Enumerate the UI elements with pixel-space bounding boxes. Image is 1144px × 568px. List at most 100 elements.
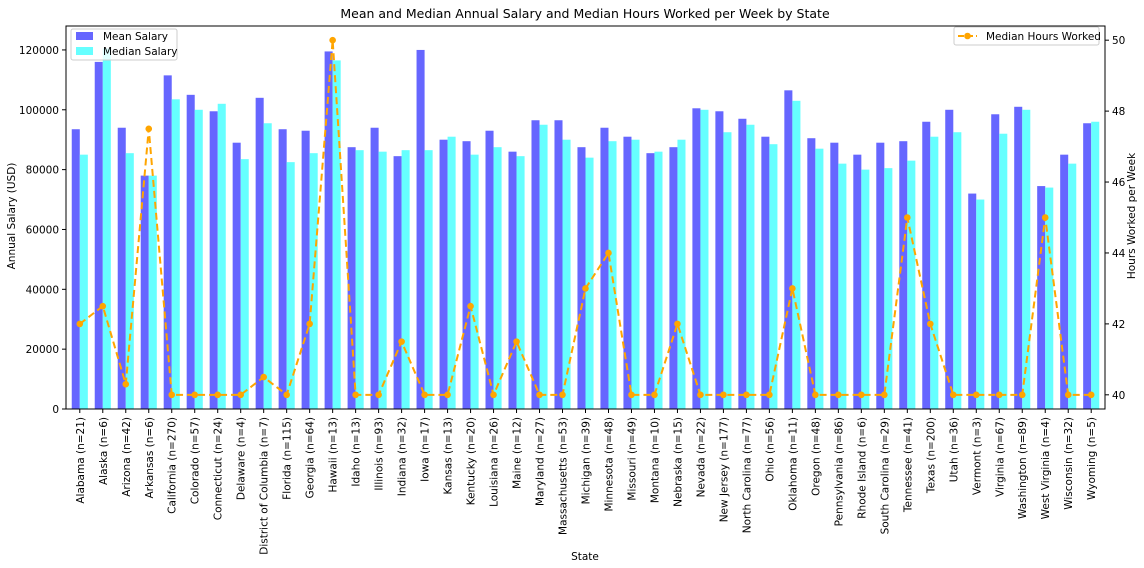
median-hours-point [743,391,750,399]
legend-right-box [953,26,1100,46]
x-tick-label: Oregon (n=48) [810,417,822,496]
legend-hours-label: Median Hours Worked [986,31,1101,43]
x-tick-label: Wisconsin (n=32) [1063,417,1075,510]
median-salary-bar [884,168,893,409]
median-salary-bar [654,151,663,409]
median-salary-bar [930,136,939,409]
mean-salary-bar [784,90,793,409]
median-salary-bar [792,100,801,409]
x-tick-label: Montana (n=10) [649,417,661,503]
x-tick-label: Michigan (n=39) [581,417,593,504]
x-tick-label: Nebraska (n=15) [672,417,684,507]
median-salary-bar [401,150,410,409]
median-salary-bar [286,162,295,409]
median-salary-bar [148,175,157,409]
median-hours-point [513,338,520,345]
median-hours-point [306,320,313,328]
median-hours-point [904,214,911,221]
x-tick-label: Georgia (n=64) [305,417,317,499]
median-hours-point [651,391,658,399]
median-hours-point [398,338,405,345]
median-salary-bar [1022,109,1031,409]
median-salary-bar [470,154,479,409]
mean-salary-bar [347,147,356,409]
median-hours-point [1018,391,1026,399]
median-hours-point [444,391,451,399]
mean-salary-bar [922,121,931,409]
median-salary-bar [355,150,364,409]
x-tick-label: Texas (n=200) [925,417,937,494]
y-tick-label: 40000 [26,284,59,296]
mean-salary-bar [462,141,471,409]
median-salary-bar [746,124,755,409]
median-hours-point [858,391,865,399]
median-salary-bar [102,48,111,409]
mean-salary-bar [416,49,425,409]
x-tick-label: Nevada (n=22) [695,417,707,497]
median-hours-point [582,285,589,292]
x-tick-label: Maine (n=12) [512,417,524,489]
median-salary-bar [815,148,824,409]
mean-salary-bar [968,193,977,409]
x-tick-label: Indiana (n=32) [397,417,409,496]
x-tick-label: Maryland (n=27) [535,417,547,506]
axes-layer: 0 20000 40000 60000 80000 100000 120000 40 42 44 4… [19,25,1126,555]
y-tick-label: 80000 [26,165,59,177]
median-salary-bar [861,169,870,409]
x-tick-label: Vermont (n=3) [971,417,983,495]
x-tick-label: Oklahoma (n=11) [787,417,799,511]
legend-mean-swatch [76,32,93,40]
mean-salary-bar [186,94,195,409]
mean-salary-bar [1083,123,1092,409]
median-hours-point [628,391,635,399]
y-axis-label: Annual Salary (USD) [6,163,18,270]
median-salary-bar [769,144,778,409]
x-tick-label: Pennsylvania (n=86) [833,417,845,526]
mean-salary-bar [278,129,287,409]
median-hours-point [260,373,267,381]
x-tick-label: Illinois (n=93) [374,417,386,491]
y-tick-label: 20000 [26,344,59,356]
median-hours-point [76,320,84,328]
median-salary-bar [976,199,985,409]
legend-median-label: Median Salary [103,46,178,58]
median-salary-bar [217,103,226,409]
x-tick-label: Alabama (n=21) [75,417,87,504]
median-hours-point [145,125,153,133]
median-hours-point [467,302,474,310]
x-tick-label: Iowa (n=17) [420,417,432,482]
median-salary-bar [79,154,88,409]
x-tick-label: Rhode Island (n=6) [856,417,868,519]
median-salary-bar [240,159,249,409]
chart-title: Mean and Median Annual Salary and Median… [340,6,830,21]
median-salary-bar [539,124,548,409]
median-hours-point [835,391,842,399]
median-salary-bar [332,60,341,409]
median-hours-point [766,391,773,399]
x-tick-label: Alaska (n=6) [98,417,110,485]
x-tick-label: Hawaii (n=13) [328,417,340,493]
y2-tick-label: 48 [1112,106,1125,118]
median-hours-point [949,391,957,399]
median-hours-point [214,391,222,399]
mean-salary-bar [163,75,172,409]
legends-layer: Mean Salary Median Salary Median Hours Wor… [70,26,1101,61]
median-hours-point [1064,391,1072,399]
x-tick-label: Delaware (n=4) [236,417,248,500]
median-salary-bar [171,99,180,409]
x-tick-label: Massachusetts (n=53) [558,417,570,535]
mean-salary-bar [646,153,655,409]
y2-axis-label: Hours Worked per Week [1126,152,1138,279]
median-salary-bar [309,153,318,409]
mean-salary-bar [508,151,517,409]
mean-salary-bar [669,147,678,409]
median-hours-point [352,391,359,399]
median-hours-point [421,391,428,399]
median-salary-bar [999,133,1008,409]
mean-salary-bar [899,141,908,409]
median-salary-bar [424,150,433,409]
mean-salary-bar [255,97,264,409]
mean-salary-bar [1014,106,1023,409]
median-hours-point [559,391,566,399]
median-salary-bar [516,156,525,409]
